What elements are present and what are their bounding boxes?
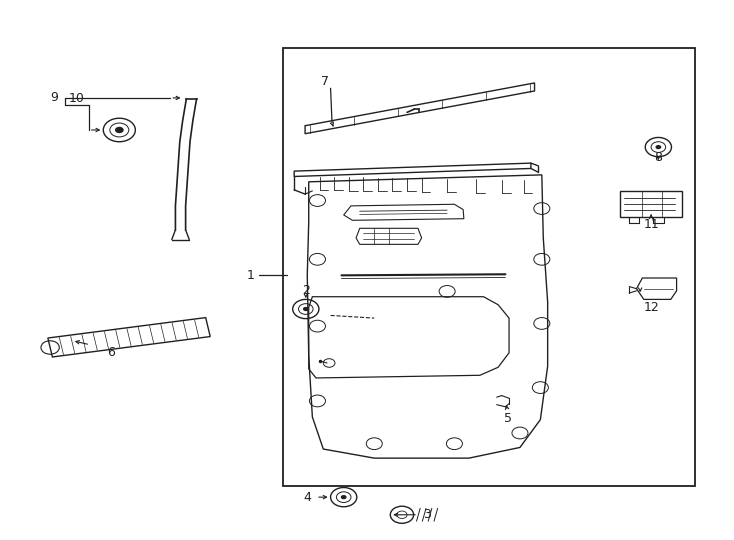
Text: 4: 4 [303,491,311,504]
Circle shape [341,495,346,500]
Text: 12: 12 [643,301,659,314]
Text: 10: 10 [69,92,85,105]
Text: 11: 11 [643,218,659,231]
Text: 7: 7 [321,76,330,89]
Circle shape [115,127,124,133]
Circle shape [655,145,661,149]
Text: 9: 9 [51,91,59,104]
Text: 2: 2 [302,284,310,297]
Text: 6: 6 [106,346,115,359]
Bar [620,191,683,217]
Text: 8: 8 [655,151,662,164]
Circle shape [303,307,309,311]
Text: 1: 1 [247,269,255,282]
Bar [283,48,695,487]
Text: 3: 3 [423,508,431,521]
Text: 5: 5 [504,412,512,425]
